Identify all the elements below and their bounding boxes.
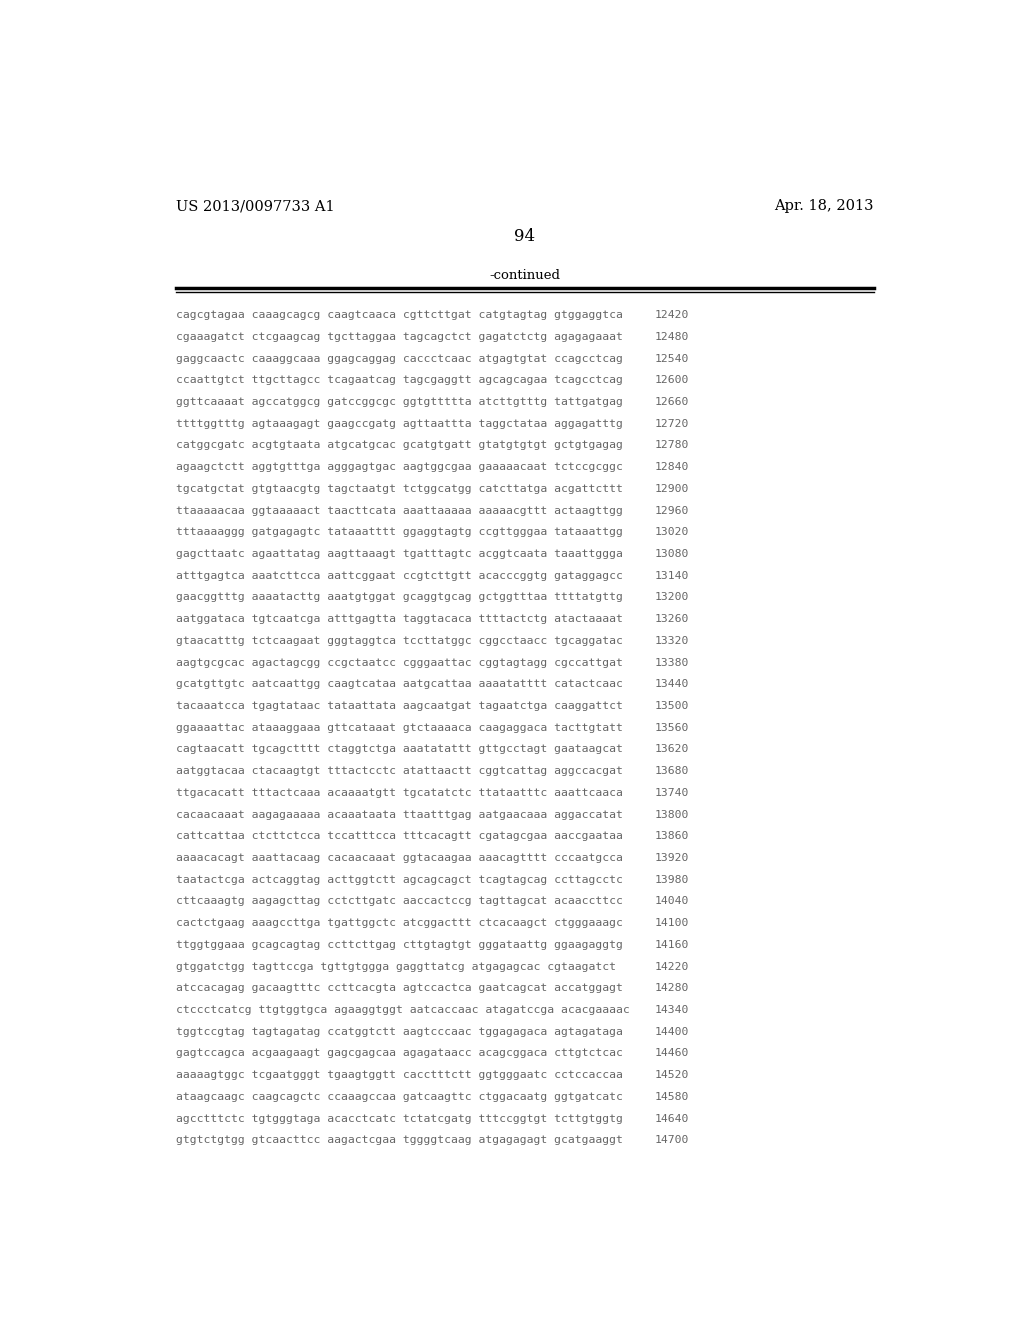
Text: 13740: 13740 [655,788,689,797]
Text: 14700: 14700 [655,1135,689,1146]
Text: 12900: 12900 [655,484,689,494]
Text: 12540: 12540 [655,354,689,363]
Text: ataagcaagc caagcagctc ccaaagccaa gatcaagttc ctggacaatg ggtgatcatc: ataagcaagc caagcagctc ccaaagccaa gatcaag… [176,1092,623,1102]
Text: 13500: 13500 [655,701,689,711]
Text: gagtccagca acgaagaagt gagcgagcaa agagataacc acagcggaca cttgtctcac: gagtccagca acgaagaagt gagcgagcaa agagata… [176,1048,623,1059]
Text: gtgtctgtgg gtcaacttcc aagactcgaa tggggtcaag atgagagagt gcatgaaggt: gtgtctgtgg gtcaacttcc aagactcgaa tggggtc… [176,1135,623,1146]
Text: ggaaaattac ataaaggaaa gttcataaat gtctaaaaca caagaggaca tacttgtatt: ggaaaattac ataaaggaaa gttcataaat gtctaaa… [176,722,623,733]
Text: 13380: 13380 [655,657,689,668]
Text: 14220: 14220 [655,961,689,972]
Text: aatggtacaa ctacaagtgt tttactcctc atattaactt cggtcattag aggccacgat: aatggtacaa ctacaagtgt tttactcctc atattaa… [176,766,623,776]
Text: 13680: 13680 [655,766,689,776]
Text: 12960: 12960 [655,506,689,516]
Text: cacaacaaat aagagaaaaa acaaataata ttaatttgag aatgaacaaa aggaccatat: cacaacaaat aagagaaaaa acaaataata ttaattt… [176,809,623,820]
Text: 13320: 13320 [655,636,689,645]
Text: 14160: 14160 [655,940,689,950]
Text: 14520: 14520 [655,1071,689,1080]
Text: 14400: 14400 [655,1027,689,1036]
Text: cattcattaa ctcttctcca tccatttcca tttcacagtt cgatagcgaa aaccgaataa: cattcattaa ctcttctcca tccatttcca tttcaca… [176,832,623,841]
Text: 13200: 13200 [655,593,689,602]
Text: gaggcaactc caaaggcaaa ggagcaggag caccctcaac atgagtgtat ccagcctcag: gaggcaactc caaaggcaaa ggagcaggag caccctc… [176,354,623,363]
Text: cactctgaag aaagccttga tgattggctc atcggacttt ctcacaagct ctgggaaagc: cactctgaag aaagccttga tgattggctc atcggac… [176,919,623,928]
Text: 14340: 14340 [655,1005,689,1015]
Text: 13140: 13140 [655,570,689,581]
Text: aaaaagtggc tcgaatgggt tgaagtggtt cacctttctt ggtgggaatc cctccaccaa: aaaaagtggc tcgaatgggt tgaagtggtt caccttt… [176,1071,623,1080]
Text: ccaattgtct ttgcttagcc tcagaatcag tagcgaggtt agcagcagaa tcagcctcag: ccaattgtct ttgcttagcc tcagaatcag tagcgag… [176,375,623,385]
Text: 12780: 12780 [655,441,689,450]
Text: gtaacatttg tctcaagaat gggtaggtca tccttatggc cggcctaacc tgcaggatac: gtaacatttg tctcaagaat gggtaggtca tccttat… [176,636,623,645]
Text: aaaacacagt aaattacaag cacaacaaat ggtacaagaa aaacagtttt cccaatgcca: aaaacacagt aaattacaag cacaacaaat ggtacaa… [176,853,623,863]
Text: ttgacacatt tttactcaaa acaaaatgtt tgcatatctc ttataatttc aaattcaaca: ttgacacatt tttactcaaa acaaaatgtt tgcatat… [176,788,623,797]
Text: 12480: 12480 [655,331,689,342]
Text: 12600: 12600 [655,375,689,385]
Text: 13260: 13260 [655,614,689,624]
Text: 13860: 13860 [655,832,689,841]
Text: gaacggtttg aaaatacttg aaatgtggat gcaggtgcag gctggtttaa ttttatgttg: gaacggtttg aaaatacttg aaatgtggat gcaggtg… [176,593,623,602]
Text: 14580: 14580 [655,1092,689,1102]
Text: 13080: 13080 [655,549,689,558]
Text: gcatgttgtc aatcaattgg caagtcataa aatgcattaa aaaatatttt catactcaac: gcatgttgtc aatcaattgg caagtcataa aatgcat… [176,680,623,689]
Text: 14280: 14280 [655,983,689,993]
Text: cttcaaagtg aagagcttag cctcttgatc aaccactccg tagttagcat acaaccttcc: cttcaaagtg aagagcttag cctcttgatc aaccact… [176,896,623,907]
Text: US 2013/0097733 A1: US 2013/0097733 A1 [176,199,335,213]
Text: 12660: 12660 [655,397,689,407]
Text: cagcgtagaa caaagcagcg caagtcaaca cgttcttgat catgtagtag gtggaggtca: cagcgtagaa caaagcagcg caagtcaaca cgttctt… [176,310,623,319]
Text: tttaaaaggg gatgagagtc tataaatttt ggaggtagtg ccgttgggaa tataaattgg: tttaaaaggg gatgagagtc tataaatttt ggaggta… [176,527,623,537]
Text: 12840: 12840 [655,462,689,473]
Text: Apr. 18, 2013: Apr. 18, 2013 [774,199,873,213]
Text: cgaaagatct ctcgaagcag tgcttaggaa tagcagctct gagatctctg agagagaaat: cgaaagatct ctcgaagcag tgcttaggaa tagcagc… [176,331,623,342]
Text: tgcatgctat gtgtaacgtg tagctaatgt tctggcatgg catcttatga acgattcttt: tgcatgctat gtgtaacgtg tagctaatgt tctggca… [176,484,623,494]
Text: 13920: 13920 [655,853,689,863]
Text: 13620: 13620 [655,744,689,754]
Text: 12420: 12420 [655,310,689,319]
Text: ttttggtttg agtaaagagt gaagccgatg agttaattta taggctataa aggagatttg: ttttggtttg agtaaagagt gaagccgatg agttaat… [176,418,623,429]
Text: ctccctcatcg ttgtggtgca agaaggtggt aatcaccaac atagatccga acacgaaaac: ctccctcatcg ttgtggtgca agaaggtggt aatcac… [176,1005,630,1015]
Text: 14460: 14460 [655,1048,689,1059]
Text: ttggtggaaa gcagcagtag ccttcttgag cttgtagtgt gggataattg ggaagaggtg: ttggtggaaa gcagcagtag ccttcttgag cttgtag… [176,940,623,950]
Text: 14100: 14100 [655,919,689,928]
Text: 94: 94 [514,228,536,246]
Text: agcctttctc tgtgggtaga acacctcatc tctatcgatg tttccggtgt tcttgtggtg: agcctttctc tgtgggtaga acacctcatc tctatcg… [176,1114,623,1123]
Text: atccacagag gacaagtttc ccttcacgta agtccactca gaatcagcat accatggagt: atccacagag gacaagtttc ccttcacgta agtccac… [176,983,623,993]
Text: atttgagtca aaatcttcca aattcggaat ccgtcttgtt acacccggtg gataggagcc: atttgagtca aaatcttcca aattcggaat ccgtctt… [176,570,623,581]
Text: taatactcga actcaggtag acttggtctt agcagcagct tcagtagcag ccttagcctc: taatactcga actcaggtag acttggtctt agcagca… [176,875,623,884]
Text: aatggataca tgtcaatcga atttgagtta taggtacaca ttttactctg atactaaaat: aatggataca tgtcaatcga atttgagtta taggtac… [176,614,623,624]
Text: aagtgcgcac agactagcgg ccgctaatcc cgggaattac cggtagtagg cgccattgat: aagtgcgcac agactagcgg ccgctaatcc cgggaat… [176,657,623,668]
Text: ggttcaaaat agccatggcg gatccggcgc ggtgttttta atcttgtttg tattgatgag: ggttcaaaat agccatggcg gatccggcgc ggtgttt… [176,397,623,407]
Text: 14640: 14640 [655,1114,689,1123]
Text: 13800: 13800 [655,809,689,820]
Text: -continued: -continued [489,269,560,282]
Text: agaagctctt aggtgtttga agggagtgac aagtggcgaa gaaaaacaat tctccgcggc: agaagctctt aggtgtttga agggagtgac aagtggc… [176,462,623,473]
Text: cagtaacatt tgcagctttt ctaggtctga aaatatattt gttgcctagt gaataagcat: cagtaacatt tgcagctttt ctaggtctga aaatata… [176,744,623,754]
Text: 13440: 13440 [655,680,689,689]
Text: gtggatctgg tagttccga tgttgtggga gaggttatcg atgagagcac cgtaagatct: gtggatctgg tagttccga tgttgtggga gaggttat… [176,961,616,972]
Text: tggtccgtag tagtagatag ccatggtctt aagtcccaac tggagagaca agtagataga: tggtccgtag tagtagatag ccatggtctt aagtccc… [176,1027,623,1036]
Text: 13560: 13560 [655,722,689,733]
Text: catggcgatc acgtgtaata atgcatgcac gcatgtgatt gtatgtgtgt gctgtgagag: catggcgatc acgtgtaata atgcatgcac gcatgtg… [176,441,623,450]
Text: 13020: 13020 [655,527,689,537]
Text: 12720: 12720 [655,418,689,429]
Text: 13980: 13980 [655,875,689,884]
Text: tacaaatcca tgagtataac tataattata aagcaatgat tagaatctga caaggattct: tacaaatcca tgagtataac tataattata aagcaat… [176,701,623,711]
Text: ttaaaaacaa ggtaaaaact taacttcata aaattaaaaa aaaaacgttt actaagttgg: ttaaaaacaa ggtaaaaact taacttcata aaattaa… [176,506,623,516]
Text: gagcttaatc agaattatag aagttaaagt tgatttagtc acggtcaata taaattggga: gagcttaatc agaattatag aagttaaagt tgattta… [176,549,623,558]
Text: 14040: 14040 [655,896,689,907]
